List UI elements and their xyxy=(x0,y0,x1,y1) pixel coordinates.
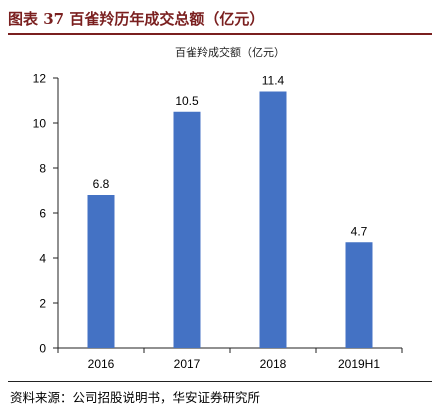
y-tick-label: 0 xyxy=(39,342,46,356)
footer-rule xyxy=(8,381,432,382)
y-tick-label: 8 xyxy=(39,162,46,176)
x-tick-label: 2018 xyxy=(260,357,287,371)
chart-area: 百雀羚成交额（亿元） 0 2 4 6 8 10 12 6.8 2016 10.5 2017 11.4 20… xyxy=(0,36,440,380)
data-label: 6.8 xyxy=(93,177,110,191)
figure-header: 图表 37 百雀羚历年成交总额（亿元） xyxy=(0,0,440,35)
y-tick-label: 12 xyxy=(33,72,47,86)
data-label: 11.4 xyxy=(262,74,285,88)
bar-chart: 百雀羚成交额（亿元） 0 2 4 6 8 10 12 6.8 2016 10.5 2017 11.4 20… xyxy=(33,45,403,371)
bar-2016 xyxy=(87,195,115,348)
x-tick-label: 2016 xyxy=(88,357,115,371)
x-tick-label: 2017 xyxy=(174,357,201,371)
source-note: 资料来源：公司招股说明书，华安证券研究所 xyxy=(10,390,261,405)
bar-2018 xyxy=(259,91,287,348)
bar-2017 xyxy=(173,111,201,348)
x-tick-label: 2019H1 xyxy=(338,357,380,371)
data-label: 10.5 xyxy=(175,94,199,108)
y-tick-label: 2 xyxy=(39,297,46,311)
figure-title: 图表 37 百雀羚历年成交总额（亿元） xyxy=(8,10,265,28)
data-label: 4.7 xyxy=(351,224,368,238)
chart-title: 百雀羚成交额（亿元） xyxy=(175,45,285,59)
bar-2019h1 xyxy=(345,242,373,348)
y-tick-label: 4 xyxy=(39,252,46,266)
y-tick-label: 10 xyxy=(33,117,47,131)
y-tick-label: 6 xyxy=(39,207,46,221)
header-rule xyxy=(8,33,432,35)
